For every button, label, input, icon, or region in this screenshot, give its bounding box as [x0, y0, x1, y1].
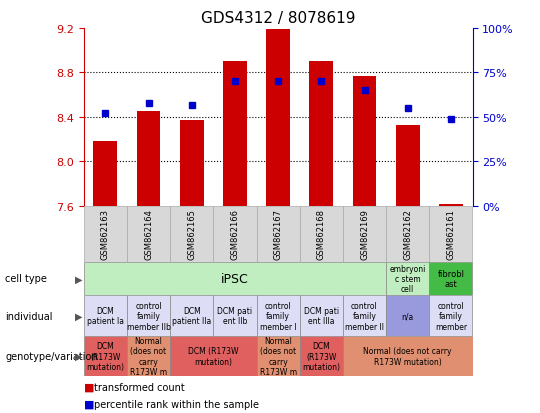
Bar [386, 295, 429, 337]
Text: ■: ■ [84, 399, 94, 409]
Bar [84, 206, 127, 262]
Bar [439, 204, 463, 206]
Bar [343, 337, 472, 376]
Text: individual: individual [5, 311, 53, 321]
Text: GSM862169: GSM862169 [360, 209, 369, 260]
Text: GSM862162: GSM862162 [403, 209, 412, 260]
Bar [84, 295, 127, 337]
Text: fibrobl
ast: fibrobl ast [437, 269, 464, 288]
Text: Normal
(does not
carry
R173W m: Normal (does not carry R173W m [130, 336, 167, 376]
Text: GSM862164: GSM862164 [144, 209, 153, 260]
Text: GSM862163: GSM862163 [101, 209, 110, 260]
Text: genotype/variation: genotype/variation [5, 351, 98, 361]
Bar [429, 295, 472, 337]
Text: embryoni
c stem
cell: embryoni c stem cell [389, 264, 426, 294]
Text: ■: ■ [84, 382, 94, 392]
Bar [256, 206, 300, 262]
Text: Normal (does not carry
R173W mutation): Normal (does not carry R173W mutation) [363, 347, 452, 366]
Text: ▶: ▶ [75, 274, 82, 284]
Bar [137, 112, 160, 206]
Bar [300, 337, 343, 376]
Text: GSM862165: GSM862165 [187, 209, 196, 260]
Text: DCM
patient Ia: DCM patient Ia [87, 306, 124, 325]
Bar [170, 206, 213, 262]
Bar [84, 262, 386, 295]
Bar [127, 295, 170, 337]
Text: GSM862161: GSM862161 [447, 209, 455, 260]
Bar [127, 206, 170, 262]
Text: percentile rank within the sample: percentile rank within the sample [94, 399, 260, 409]
Text: DCM pati
ent IIIa: DCM pati ent IIIa [303, 306, 339, 325]
Text: DCM (R173W
mutation): DCM (R173W mutation) [188, 347, 239, 366]
Bar [309, 62, 333, 206]
Bar [396, 126, 420, 206]
Bar [213, 206, 256, 262]
Bar [343, 295, 386, 337]
Text: control
family
member: control family member [435, 301, 467, 331]
Bar [180, 121, 204, 206]
Text: iPSC: iPSC [221, 272, 249, 285]
Text: transformed count: transformed count [94, 382, 185, 392]
Text: GSM862167: GSM862167 [274, 209, 282, 260]
Bar [429, 206, 472, 262]
Bar [386, 262, 429, 295]
Bar [300, 295, 343, 337]
Bar [343, 206, 386, 262]
Text: GSM862168: GSM862168 [317, 209, 326, 260]
Bar [170, 337, 256, 376]
Bar [127, 337, 170, 376]
Text: DCM
(R173W
mutation): DCM (R173W mutation) [302, 342, 340, 371]
Text: ▶: ▶ [75, 311, 82, 321]
Text: GSM862166: GSM862166 [231, 209, 239, 260]
Bar [223, 62, 247, 206]
Bar [213, 295, 256, 337]
Text: DCM
patient IIa: DCM patient IIa [172, 306, 211, 325]
Bar [256, 295, 300, 337]
Bar [353, 77, 376, 206]
Bar [266, 30, 290, 206]
Bar [84, 337, 127, 376]
Bar [300, 206, 343, 262]
Text: control
family
member IIb: control family member IIb [126, 301, 171, 331]
Bar [386, 206, 429, 262]
Bar [256, 337, 300, 376]
Title: GDS4312 / 8078619: GDS4312 / 8078619 [201, 12, 355, 26]
Text: Normal
(does not
carry
R173W m: Normal (does not carry R173W m [260, 336, 296, 376]
Bar [429, 262, 472, 295]
Text: DCM pati
ent IIb: DCM pati ent IIb [217, 306, 253, 325]
Text: cell type: cell type [5, 274, 48, 284]
Bar [93, 142, 117, 206]
Text: n/a: n/a [402, 311, 414, 320]
Text: ▶: ▶ [75, 351, 82, 361]
Text: control
family
member I: control family member I [260, 301, 296, 331]
Text: control
family
member II: control family member II [345, 301, 384, 331]
Text: DCM
(R173W
mutation): DCM (R173W mutation) [86, 342, 124, 371]
Bar [170, 295, 213, 337]
